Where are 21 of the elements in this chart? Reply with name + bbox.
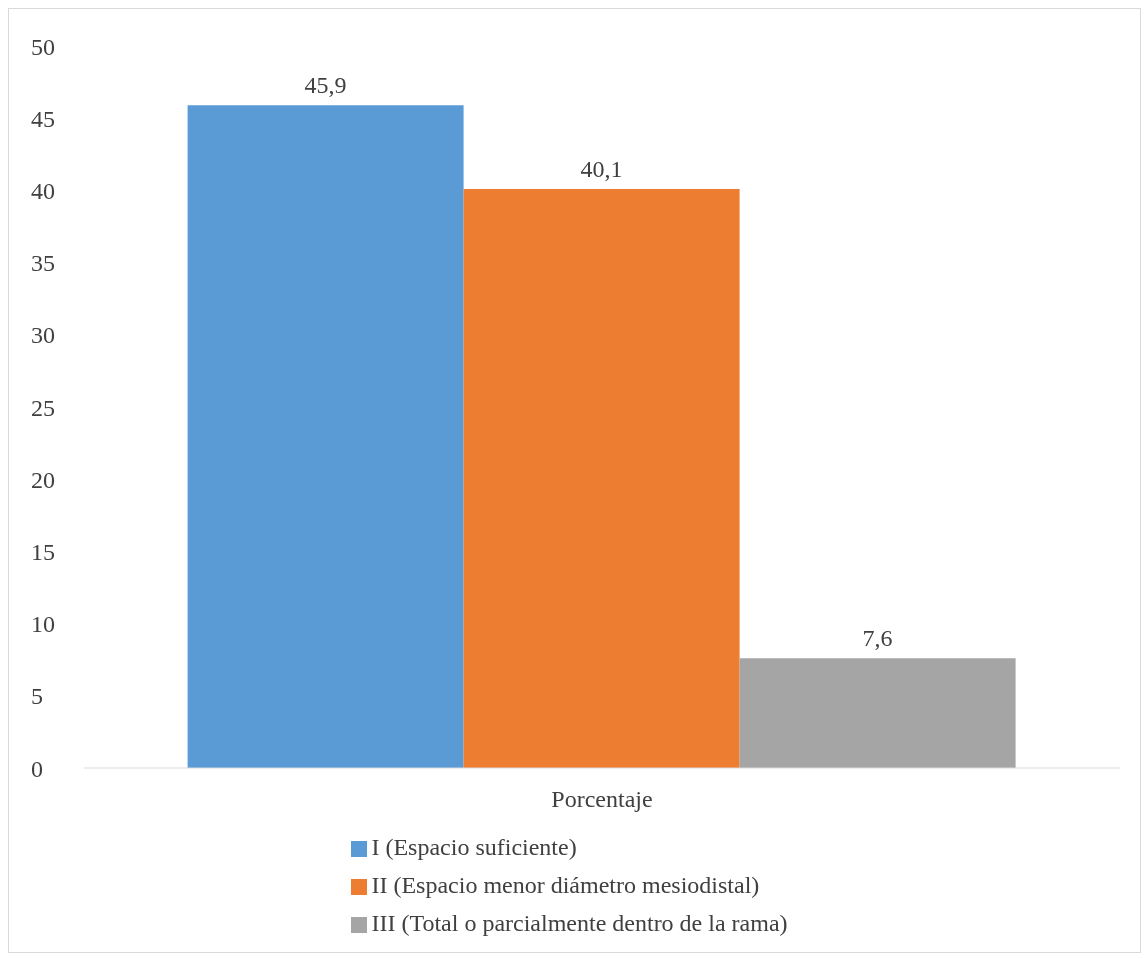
y-tick-label: 30	[31, 322, 55, 349]
legend-label: I (Espacio suficiente)	[371, 834, 577, 860]
data-label: 7,6	[862, 625, 893, 652]
bar	[187, 105, 464, 768]
legend-label: II (Espacio menor diámetro mesiodistal)	[371, 872, 760, 898]
y-tick-label: 15	[31, 538, 55, 565]
data-label: 40,1	[580, 155, 623, 182]
x-tick-label: Porcentaje	[551, 786, 653, 813]
y-tick-label: 40	[31, 177, 55, 204]
bar	[463, 188, 740, 768]
y-tick-label: 5	[31, 683, 43, 710]
y-tick-label: 50	[31, 33, 55, 60]
y-tick-label: 0	[31, 755, 43, 782]
bar	[739, 658, 1016, 768]
y-tick-label: 45	[31, 105, 55, 132]
y-tick-label: 25	[31, 394, 55, 421]
y-tick-label: 20	[31, 466, 55, 493]
y-tick-label: 35	[31, 250, 55, 277]
data-label: 45,9	[304, 72, 347, 99]
legend-label: III (Total o parcialmente dentro de la rama)	[371, 910, 788, 936]
y-tick-label: 10	[31, 611, 55, 638]
